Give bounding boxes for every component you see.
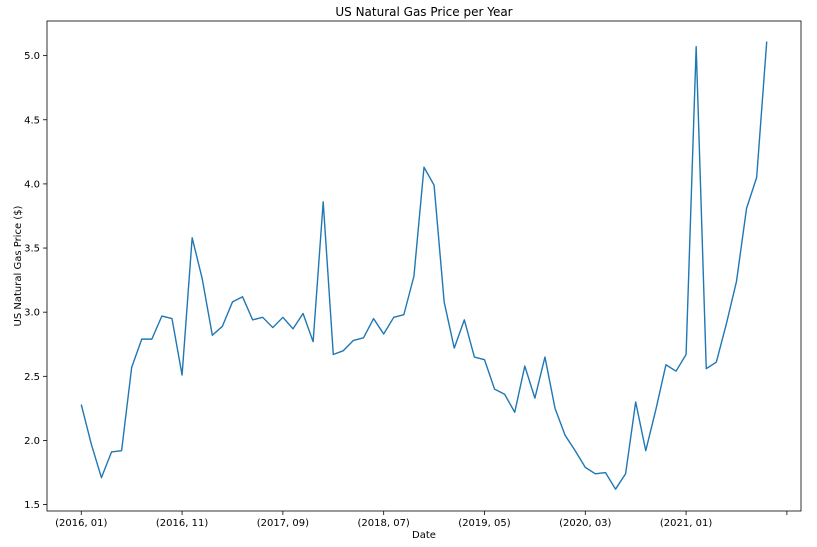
- y-tick-label: 2.0: [24, 436, 40, 447]
- x-tick-label: (2020, 03): [559, 518, 611, 529]
- x-tick-label: (2016, 01): [55, 518, 107, 529]
- y-tick-label: 4.0: [24, 179, 40, 190]
- x-tick-label: (2018, 07): [358, 518, 410, 529]
- x-tick-label: (2019, 05): [458, 518, 510, 529]
- y-axis: 1.5 2.0 2.5 3.0 3.5 4.0 4.5 5.0: [24, 51, 47, 511]
- series-line: [80, 41, 768, 490]
- y-tick-label: 3.0: [24, 308, 40, 319]
- y-tick-label: 1.5: [24, 500, 40, 511]
- plot-area: [47, 21, 801, 511]
- x-axis-label: Date: [412, 530, 436, 541]
- x-tick-label: (2017, 09): [257, 518, 309, 529]
- x-axis: (2016, 01) (2016, 11) (2017, 09) (2018, 07)…: [55, 511, 788, 529]
- x-tick-label: (2021, 01): [660, 518, 712, 529]
- chart-title: US Natural Gas Price per Year: [335, 5, 512, 19]
- y-tick-label: 4.5: [24, 115, 40, 126]
- plot-frame: [46, 20, 802, 512]
- y-axis-label: US Natural Gas Price ($): [13, 205, 24, 326]
- y-tick-label: 5.0: [24, 51, 40, 62]
- series-layer: [80, 41, 768, 490]
- y-tick-label: 3.5: [24, 244, 40, 255]
- x-tick-label: (2016, 11): [156, 518, 208, 529]
- y-tick-label: 2.5: [24, 372, 40, 383]
